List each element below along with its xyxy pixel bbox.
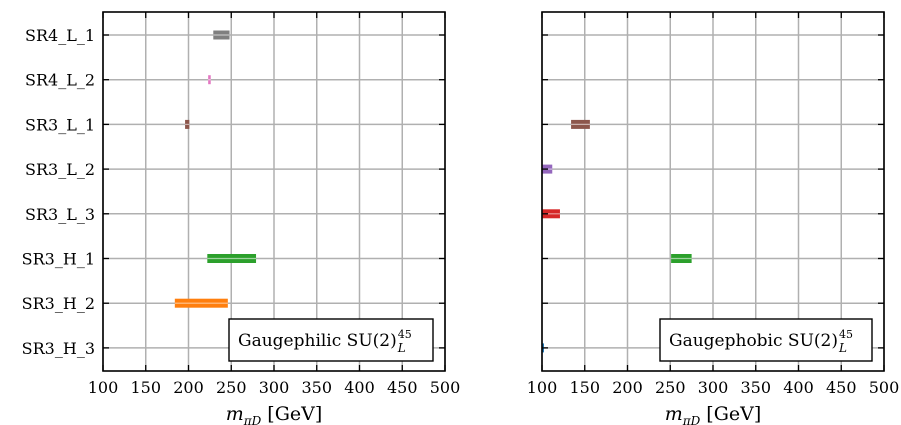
x-tick-label: 250: [216, 378, 247, 397]
x-tick-label: 350: [301, 378, 332, 397]
annotation-box: [228, 318, 434, 362]
x-axis-label-symbol: m: [226, 403, 244, 425]
x-tick-label: 200: [612, 378, 643, 397]
x-tick-label: 400: [783, 378, 814, 397]
x-tick-label: 450: [387, 378, 418, 397]
x-tick-label: 400: [344, 378, 375, 397]
annotation-superscript: 45: [398, 328, 412, 341]
x-axis-label-symbol: m: [665, 403, 683, 425]
x-axis-label: mπD [GeV]: [226, 403, 323, 425]
x-tick-label: 500: [869, 378, 900, 397]
x-tick-label: 100: [88, 378, 119, 397]
y-tick-label: SR3_H_3: [22, 339, 95, 358]
y-tick-label: SR3_L_3: [25, 205, 95, 224]
y-tick-label: SR3_L_2: [25, 160, 95, 179]
y-tick-label: SR3_H_2: [22, 294, 95, 313]
x-axis-label-unit: [GeV]: [706, 403, 761, 425]
annotation-subscript: L: [397, 341, 406, 355]
y-tick-label: SR3_L_1: [25, 115, 95, 134]
annotation-box: [659, 318, 873, 362]
x-tick-label: 450: [826, 378, 857, 397]
annotation-label: Gaugephobic SU(2): [669, 331, 838, 351]
annotation-text: Gaugephilic SU(2)45 L: [238, 328, 412, 355]
x-tick-label: 300: [698, 378, 729, 397]
x-axis-label: mπD [GeV]: [665, 403, 762, 425]
x-axis-label-subscript: πD: [682, 414, 701, 425]
x-tick-label: 200: [173, 378, 204, 397]
x-tick-label: 250: [655, 378, 686, 397]
x-tick-label: 150: [130, 378, 161, 397]
annotation-text: Gaugephobic SU(2)45 L: [669, 328, 853, 355]
x-tick-label: 350: [740, 378, 771, 397]
annotation-superscript: 45: [839, 328, 853, 341]
y-tick-label: SR4_L_1: [25, 26, 95, 45]
x-tick-label: 500: [430, 378, 461, 397]
annotation-label: Gaugephilic SU(2): [238, 331, 397, 351]
y-tick-label: SR4_L_2: [25, 71, 95, 90]
panel-gaugephilic: 100 150 200 250 300 350 400 450 500 SR4_L_1 SR4_L_…: [22, 11, 461, 425]
x-tick-label: 300: [259, 378, 290, 397]
annotation-subscript: L: [838, 341, 847, 355]
x-tick-label: 100: [527, 378, 558, 397]
panel-gaugephobic: 100 150 200 250 300 350 400 450 500 mπD [GeV] Gauge…: [527, 11, 900, 425]
y-tick-label: SR3_H_1: [22, 250, 95, 269]
x-axis-label-unit: [GeV]: [267, 403, 322, 425]
x-axis-label-subscript: πD: [243, 414, 262, 425]
x-tick-label: 150: [569, 378, 600, 397]
